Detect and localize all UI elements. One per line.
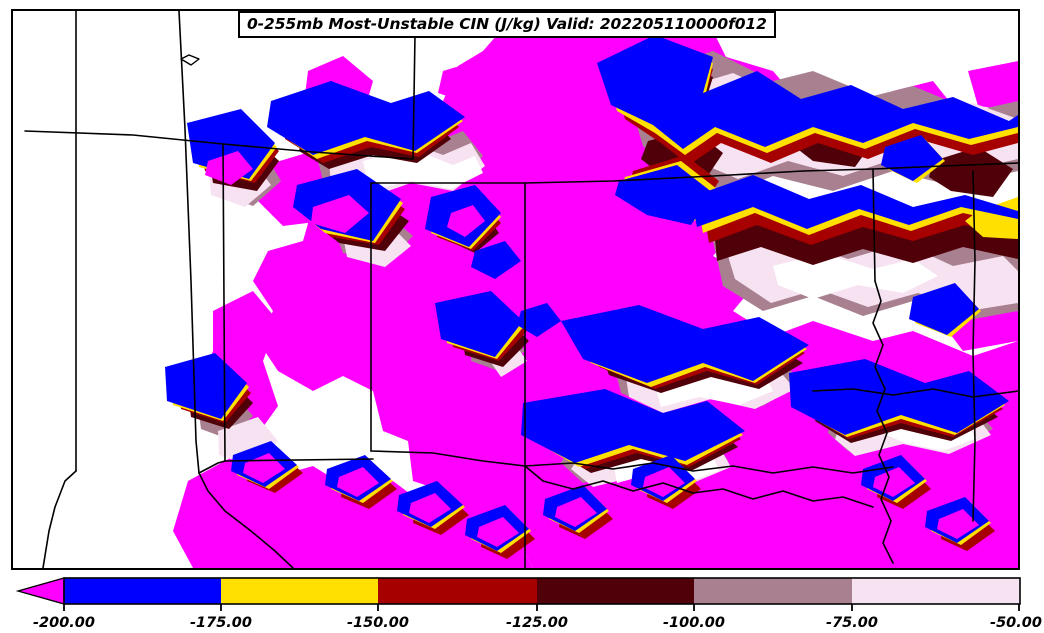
- state-boundaries: [24, 11, 1018, 568]
- cin-contour-map: [13, 11, 1018, 568]
- colorbar-svg: -200.00 -175.00 -150.00 -125.00 -100.00 …: [15, 577, 1042, 631]
- colorbar-extend-min-arrow: [15, 577, 65, 605]
- colorbar-tick-label: -100.00: [663, 615, 725, 631]
- colorbar-tick-label: -200.00: [33, 615, 95, 631]
- colorbar: -200.00 -175.00 -150.00 -125.00 -100.00 …: [0, 570, 1044, 633]
- colorbar-tick-label: -150.00: [347, 615, 409, 631]
- colorbar-outline: [63, 577, 1021, 605]
- colorbar-segment-yellow: [221, 578, 378, 604]
- map-title-text: 0-255mb Most-Unstable CIN (J/kg) Valid: …: [247, 15, 767, 33]
- colorbar-tick-label: -175.00: [190, 615, 252, 631]
- colorbar-segment-light-pink: [852, 578, 1020, 604]
- map-title-box: 0-255mb Most-Unstable CIN (J/kg) Valid: …: [238, 11, 776, 38]
- fill-layer-magenta-cores: [205, 151, 979, 547]
- colorbar-segment-blue: [64, 578, 221, 604]
- colorbar-segment-red: [378, 578, 537, 604]
- colorbar-tick-label: -125.00: [506, 615, 568, 631]
- map-panel: [11, 9, 1020, 570]
- colorbar-segments: [64, 578, 1020, 604]
- colorbar-tick-label: -75.00: [826, 615, 878, 631]
- colorbar-segment-dark-maroon: [537, 578, 694, 604]
- colorbar-ticks: [63, 604, 1020, 611]
- colorbar-segment-mauve: [694, 578, 852, 604]
- colorbar-tick-label: -50.00: [990, 615, 1042, 631]
